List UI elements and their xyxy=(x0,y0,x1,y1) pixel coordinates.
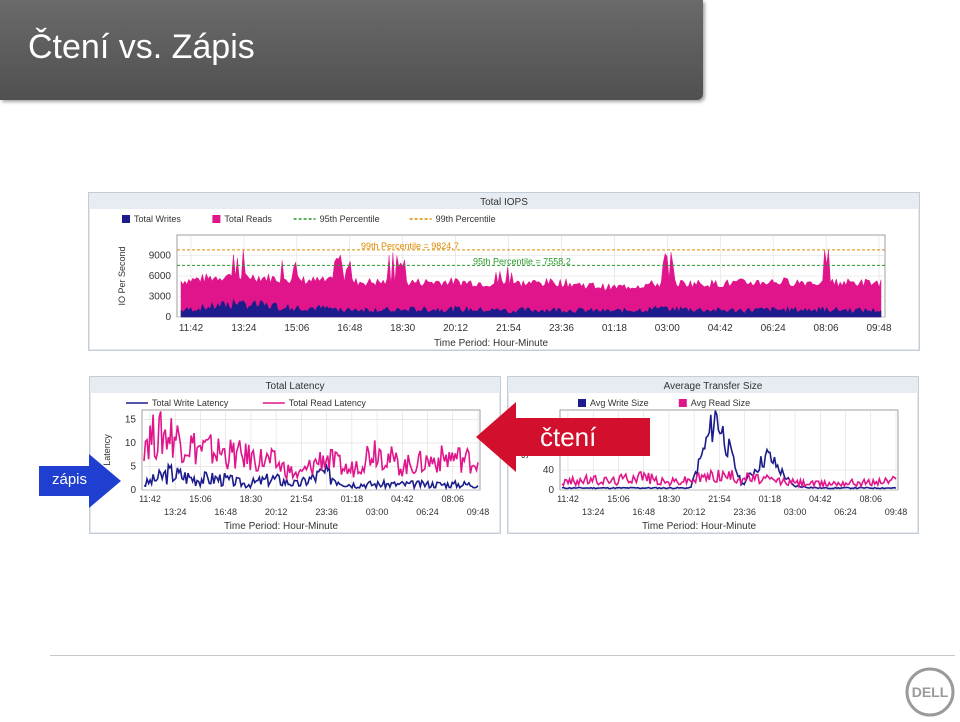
chart-title-bg xyxy=(90,377,500,393)
y-tick-label: 10 xyxy=(125,438,137,449)
series-avg-read-size xyxy=(561,468,897,490)
x-tick-label: 16:48 xyxy=(632,507,655,517)
x-tick-label: 09:48 xyxy=(885,507,908,517)
legend-label: Avg Read Size xyxy=(691,398,750,408)
write-callout-label: zápis xyxy=(52,471,88,488)
legend-swatch xyxy=(212,215,221,223)
p95-annotation: 95th Percentile = 7558.2 xyxy=(473,256,571,266)
legend-swatch xyxy=(678,399,687,407)
y-tick-label: 3000 xyxy=(149,292,172,303)
series-avg-write-size xyxy=(561,410,897,490)
x-tick-label: 04:42 xyxy=(708,323,733,334)
x-tick-label: 03:00 xyxy=(366,507,389,517)
x-tick-label: 18:30 xyxy=(390,323,415,334)
x-tick-label: 01:18 xyxy=(759,494,782,504)
x-tick-label: 01:18 xyxy=(341,494,364,504)
slide-title: Čtení vs. Zápis xyxy=(28,28,255,66)
dell-logo-text: DELL xyxy=(912,684,949,700)
x-tick-label: 09:48 xyxy=(866,323,891,334)
title-bar: Čtení vs. Zápis xyxy=(0,0,703,100)
read-callout: čtení xyxy=(474,400,652,474)
x-tick-label: 06:24 xyxy=(416,507,439,517)
y-tick-label: 15 xyxy=(125,414,137,425)
x-tick-label: 21:54 xyxy=(290,494,313,504)
x-tick-label: 18:30 xyxy=(658,494,681,504)
x-tick-label: 08:06 xyxy=(814,323,839,334)
x-tick-label: 21:54 xyxy=(708,494,731,504)
read-callout-label: čtení xyxy=(540,422,597,452)
x-axis-label: Time Period: Hour-Minute xyxy=(434,338,549,349)
dell-logo: DELL xyxy=(903,667,957,722)
y-axis-label: IO Per Second xyxy=(117,246,127,305)
latency-chart-panel: Total Latency Total Write Latency Total Re… xyxy=(89,376,501,534)
x-tick-label: 11:42 xyxy=(557,494,579,504)
chart-title: Total IOPS xyxy=(480,197,528,208)
x-tick-label: 20:12 xyxy=(443,323,468,334)
y-tick-label: 9000 xyxy=(149,251,172,262)
x-tick-label: 23:36 xyxy=(733,507,756,517)
latency-chart: Total Latency Total Write Latency Total Re… xyxy=(90,377,500,532)
x-axis-label: Time Period: Hour-Minute xyxy=(642,521,757,532)
chart-title: Average Transfer Size xyxy=(664,381,763,392)
x-tick-label: 21:54 xyxy=(496,323,521,334)
series-total-write-latency xyxy=(143,462,479,491)
legend-swatch xyxy=(578,399,586,407)
x-tick-label: 04:42 xyxy=(391,494,414,504)
y-tick-label: 0 xyxy=(130,485,136,496)
x-tick-label: 11:42 xyxy=(179,323,204,334)
x-tick-label: 01:18 xyxy=(602,323,627,334)
y-tick-label: 5 xyxy=(130,461,136,472)
write-callout: zápis xyxy=(37,452,125,510)
x-tick-label: 23:36 xyxy=(315,507,338,517)
x-tick-label: 15:06 xyxy=(284,323,309,334)
x-tick-label: 20:12 xyxy=(683,507,706,517)
x-tick-label: 09:48 xyxy=(467,507,490,517)
legend-label: Avg Write Size xyxy=(590,398,649,408)
iops-chart: Total IOPS Total Writes Total Reads 95th Pe… xyxy=(89,193,919,349)
legend-swatch xyxy=(122,215,130,223)
x-tick-label: 15:06 xyxy=(607,494,630,504)
x-tick-label: 15:06 xyxy=(189,494,212,504)
x-tick-label: 11:42 xyxy=(139,494,161,504)
footer-divider xyxy=(50,655,955,656)
x-tick-label: 18:30 xyxy=(240,494,263,504)
x-tick-label: 13:24 xyxy=(231,323,256,334)
x-tick-label: 08:06 xyxy=(442,494,465,504)
legend-label: Total Write Latency xyxy=(152,398,229,408)
x-tick-label: 03:00 xyxy=(655,323,680,334)
series-total-reads xyxy=(180,249,882,318)
x-tick-label: 04:42 xyxy=(809,494,832,504)
x-tick-label: 03:00 xyxy=(784,507,807,517)
legend-label: Total Read Latency xyxy=(289,398,367,408)
write-callout-arrow xyxy=(39,454,121,508)
legend-label: Total Writes xyxy=(134,214,181,224)
x-tick-label: 08:06 xyxy=(860,494,883,504)
chart-title: Total Latency xyxy=(266,381,325,392)
y-tick-label: 6000 xyxy=(149,271,172,282)
x-tick-label: 06:24 xyxy=(761,323,786,334)
legend-label: 99th Percentile xyxy=(436,214,496,224)
x-tick-label: 06:24 xyxy=(834,507,857,517)
p99-annotation: 99th Percentile = 9824.7 xyxy=(361,241,459,251)
y-axis-label: Latency xyxy=(102,434,112,466)
legend-label: Total Reads xyxy=(224,214,272,224)
x-tick-label: 16:48 xyxy=(214,507,237,517)
x-tick-label: 13:24 xyxy=(582,507,605,517)
series-total-writes xyxy=(180,298,882,318)
x-tick-label: 20:12 xyxy=(265,507,288,517)
x-tick-label: 23:36 xyxy=(549,323,574,334)
iops-chart-panel: Total IOPS Total Writes Total Reads 95th Pe… xyxy=(88,192,920,351)
x-tick-label: 13:24 xyxy=(164,507,187,517)
x-tick-label: 16:48 xyxy=(337,323,362,334)
chart-title-bg xyxy=(89,193,919,209)
legend-label: 95th Percentile xyxy=(320,214,380,224)
x-axis-label: Time Period: Hour-Minute xyxy=(224,521,339,532)
y-tick-label: 0 xyxy=(165,312,171,323)
y-tick-label: 0 xyxy=(548,485,554,496)
series-total-read-latency xyxy=(143,411,479,482)
chart-title-bg xyxy=(508,377,918,393)
read-callout-arrow xyxy=(476,402,650,472)
y-tick-label: 40 xyxy=(543,465,555,476)
